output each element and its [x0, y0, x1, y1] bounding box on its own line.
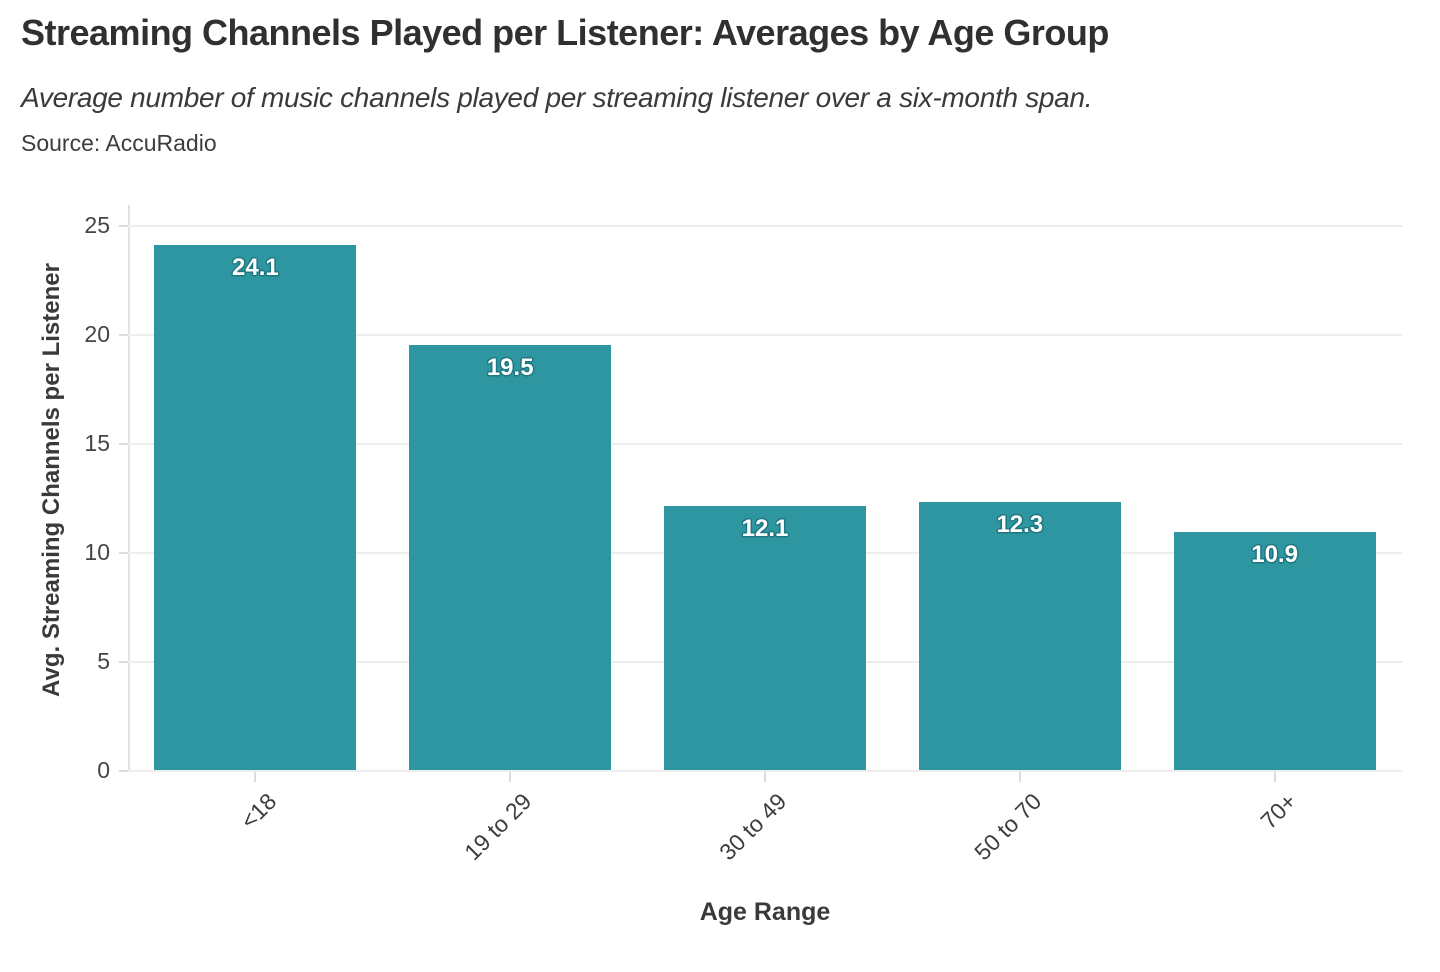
x-tick-mark	[1273, 772, 1276, 782]
bar: 12.3	[918, 501, 1121, 770]
bar: 12.1	[664, 506, 866, 770]
gridline	[128, 225, 1402, 227]
chart-source: Source: AccuRadio	[21, 130, 217, 156]
y-tick-label: 25	[84, 212, 110, 238]
x-tick-label: 70+	[1255, 788, 1301, 834]
y-tick-mark	[119, 443, 128, 445]
x-tick-mark	[1018, 772, 1021, 782]
x-tick-label: 50 to 70	[969, 788, 1047, 866]
y-tick-mark	[119, 661, 128, 663]
x-tick-mark	[254, 772, 257, 782]
x-tick-mark	[764, 772, 766, 782]
bar-value-label: 10.9	[1251, 541, 1298, 569]
y-tick-label: 15	[84, 430, 110, 456]
y-tick-mark	[119, 770, 128, 772]
x-tick-label: 19 to 29	[459, 788, 537, 866]
y-tick-label: 10	[84, 539, 110, 565]
y-tick-label: 5	[97, 648, 110, 674]
gridline	[128, 443, 1402, 445]
bar: 19.5	[409, 344, 612, 770]
y-tick-mark	[119, 334, 128, 336]
chart-subtitle: Average number of music channels played …	[21, 82, 1093, 113]
bar: 24.1	[154, 244, 357, 770]
bar-value-label: 12.1	[741, 515, 789, 543]
y-tick-mark	[119, 552, 128, 554]
x-axis-title: Age Range	[699, 898, 831, 926]
gridline	[128, 334, 1402, 336]
gridline	[128, 770, 1402, 772]
bar-value-label: 12.3	[996, 510, 1044, 538]
bar: 10.9	[1173, 532, 1376, 770]
x-tick-label: <18	[235, 788, 282, 834]
y-tick-label: 0	[97, 757, 110, 783]
chart-title: Streaming Channels Played per Listener: …	[21, 12, 1109, 53]
x-tick-label: 30 to 49	[714, 788, 792, 866]
x-tick-mark	[509, 772, 512, 782]
y-tick-mark	[119, 225, 128, 227]
bar-value-label: 24.1	[232, 253, 279, 281]
bar-value-label: 19.5	[486, 353, 534, 381]
y-axis-line	[128, 205, 130, 772]
y-tick-label: 20	[84, 321, 110, 347]
